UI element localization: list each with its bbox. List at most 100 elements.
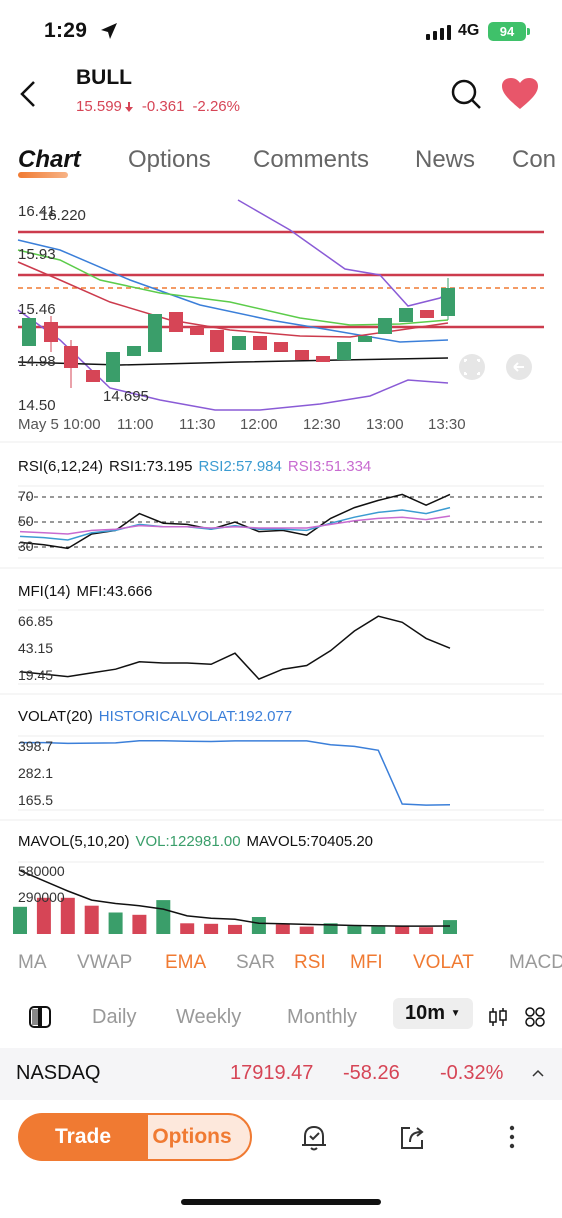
x-tick: 13:30: [428, 416, 466, 433]
chevron-up-icon[interactable]: [532, 1069, 544, 1077]
mfi-panel: [18, 609, 544, 685]
volume-bar: [180, 923, 195, 934]
tab-news[interactable]: News: [415, 146, 476, 173]
rsi3-value: RSI3:51.334: [287, 458, 372, 475]
x-tick: 11:30: [179, 416, 215, 433]
y-tick: 14.50: [18, 397, 56, 414]
rsi-tick-70: 70: [18, 488, 34, 504]
mfi-tick: 43.15: [18, 640, 54, 656]
mfi-legend: MFI(14) MFI:43.666: [18, 583, 152, 600]
tab-more[interactable]: Con: [512, 146, 557, 173]
volat-panel: [18, 735, 544, 811]
tab-options[interactable]: Options: [128, 146, 211, 173]
chart-canvas[interactable]: 16.41 15.93 15.46 14.98 14.50 16.220 14.…: [0, 190, 562, 940]
volat-tick: 398.7: [18, 738, 54, 754]
tab-comments[interactable]: Comments: [253, 146, 370, 173]
chart-area[interactable]: 16.41 15.93 15.46 14.98 14.50 16.220 14.…: [0, 190, 562, 940]
expand-icon: [464, 359, 480, 375]
indicator-macd[interactable]: MACD: [509, 952, 562, 973]
battery-icon: 94: [488, 22, 526, 41]
rsi-tick-50: 50: [18, 513, 34, 529]
mfi-name: MFI(14): [18, 583, 71, 600]
stock-header: BULL 15.599 -0.361 -2.26%: [0, 60, 562, 136]
indicator-ma[interactable]: MA: [18, 952, 47, 973]
volume-bar: [108, 912, 123, 934]
watchlist-button[interactable]: [500, 76, 540, 112]
volume-bar: [132, 914, 147, 934]
index-ticker-bar[interactable]: NASDAQ 17919.47 -58.26 -0.32%: [0, 1048, 562, 1100]
period-selector: Daily Weekly Monthly 10m ▼: [0, 996, 562, 1040]
volat-name: VOLAT(20): [18, 708, 93, 725]
location-arrow-icon: [101, 23, 117, 39]
y-tick: 16.41: [18, 203, 56, 220]
high-price-label: 16.220: [40, 207, 86, 224]
sidebar-toggle-icon[interactable]: [29, 1006, 51, 1028]
mfi-tick: 66.85: [18, 613, 54, 629]
options-button[interactable]: Options: [132, 1113, 252, 1161]
share-icon[interactable]: [396, 1120, 430, 1154]
mfi-tick: 19.45: [18, 667, 54, 683]
volume-bar: [60, 897, 75, 934]
arrow-left-icon: [513, 362, 524, 372]
volat-value: HISTORICALVOLAT:192.077: [98, 708, 293, 725]
rsi-tick-30: 30: [18, 538, 34, 554]
mavol-name: MAVOL(5,10,20): [18, 833, 130, 850]
rsi-panel: [18, 485, 544, 559]
trade-button[interactable]: Trade: [18, 1113, 148, 1161]
last-price: 15.599: [76, 98, 122, 115]
series-line-rsi1: [19, 493, 451, 550]
x-tick: 13:00: [366, 416, 404, 433]
caret-down-icon: ▼: [450, 1008, 461, 1020]
price-quote: 15.599 -0.361 -2.26%: [76, 98, 240, 115]
grid-layout-icon[interactable]: [524, 1006, 546, 1028]
collapse-chart-button[interactable]: [506, 354, 532, 380]
heart-icon: [502, 78, 538, 109]
indicator-mfi[interactable]: MFI: [350, 952, 383, 973]
period-10m-label: 10m: [405, 1002, 446, 1024]
network-type: 4G: [458, 22, 480, 39]
volume-bar: [204, 923, 219, 934]
indicator-sar[interactable]: SAR: [236, 952, 276, 973]
back-button[interactable]: [10, 74, 46, 114]
series-line-historicalvolat: [20, 739, 451, 806]
period-10m-dropdown[interactable]: 10m ▼: [393, 998, 473, 1029]
x-tick: 12:00: [240, 416, 278, 433]
volume-bar: [13, 906, 27, 934]
index-change: -58.26: [343, 1062, 400, 1084]
bottom-action-bar: Options Trade: [0, 1110, 562, 1170]
period-monthly[interactable]: Monthly: [287, 1006, 358, 1028]
volume-bar: [156, 900, 171, 934]
fullscreen-button[interactable]: [459, 354, 485, 380]
indicator-vwap[interactable]: VWAP: [77, 952, 133, 973]
clock: 1:29: [44, 19, 88, 42]
candlestick-style-icon[interactable]: [487, 1006, 509, 1028]
mavol-tick: 290000: [18, 889, 65, 905]
period-daily[interactable]: Daily: [92, 1006, 137, 1028]
price-alert-bell-icon[interactable]: [297, 1120, 331, 1154]
series-line-rsi3: [19, 515, 451, 535]
signal-icon: [426, 25, 451, 40]
search-button[interactable]: [448, 76, 484, 112]
volume-bar: [228, 924, 242, 934]
volume-bar: [299, 926, 314, 934]
search-icon: [451, 79, 481, 109]
battery-tip: [527, 28, 530, 35]
rsi2-value: RSI2:57.984: [198, 458, 282, 475]
period-weekly[interactable]: Weekly: [176, 1006, 242, 1028]
mavol-panel: [13, 861, 544, 934]
chevron-left-icon: [20, 81, 35, 107]
rsi-legend: RSI(6,12,24) RSI1:73.195 RSI2:57.984 RSI…: [18, 458, 371, 475]
y-tick: 15.46: [18, 301, 56, 318]
indicator-rsi[interactable]: RSI: [294, 952, 326, 973]
volume-bar: [323, 923, 338, 934]
price-change-pct: -2.26%: [192, 98, 240, 115]
volume-bar: [275, 924, 290, 934]
tab-chart[interactable]: Chart: [18, 146, 81, 173]
series-line-mavol5: [19, 869, 451, 927]
more-options-icon[interactable]: [495, 1120, 529, 1154]
y-tick: 14.98: [18, 353, 56, 370]
volume-bar: [347, 926, 362, 934]
indicator-ema[interactable]: EMA: [165, 952, 207, 973]
indicator-volat[interactable]: VOLAT: [413, 952, 474, 973]
rsi1-value: RSI1:73.195: [109, 458, 193, 475]
